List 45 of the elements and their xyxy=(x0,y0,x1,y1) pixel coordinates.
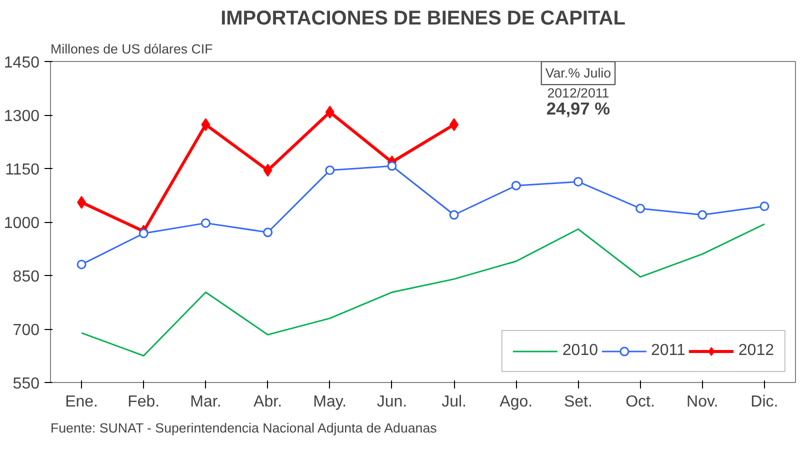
point xyxy=(636,204,646,214)
point xyxy=(449,210,459,220)
source-note: Fuente: SUNAT - Superintendencia Nacional Adjunta de Aduanas xyxy=(50,420,438,436)
y-tick-label: 550 xyxy=(12,376,40,392)
point xyxy=(698,210,708,220)
x-tick-label: Nov. xyxy=(686,394,718,410)
point xyxy=(263,228,273,238)
annotation: Var.% Julio xyxy=(545,66,612,81)
point xyxy=(511,180,521,190)
x-tick-label: Oct. xyxy=(626,394,655,410)
x-tick-label: Dic. xyxy=(750,394,778,410)
point xyxy=(387,161,397,171)
point xyxy=(325,166,335,176)
chart-title: IMPORTACIONES DE BIENES DE CAPITAL xyxy=(220,8,626,30)
x-tick-label: Ago. xyxy=(500,394,533,410)
legend-label: 2011 xyxy=(651,342,686,360)
x-tick-label: Feb. xyxy=(128,394,160,410)
annotation: 2012/2011 xyxy=(547,86,610,101)
x-tick-label: Jul. xyxy=(442,394,466,410)
y-axis-title: Millones de US dólares CIF xyxy=(50,42,213,56)
point xyxy=(138,228,148,238)
point xyxy=(200,218,210,228)
point xyxy=(325,106,334,119)
point xyxy=(201,118,210,132)
point xyxy=(760,202,770,212)
x-tick-label: Ene. xyxy=(65,394,98,410)
y-tick-label: 1150 xyxy=(5,162,40,178)
point xyxy=(263,164,272,177)
y-tick-label: 1000 xyxy=(4,215,40,232)
y-tick-label: 1300 xyxy=(4,108,40,125)
point xyxy=(76,260,86,270)
point xyxy=(573,176,583,186)
x-tick-label: Jun. xyxy=(376,394,408,410)
point xyxy=(450,118,459,132)
x-tick-label: Mar. xyxy=(190,394,222,410)
legend-label: 2010 xyxy=(562,342,598,360)
x-tick-label: Set. xyxy=(564,394,592,410)
x-tick-label: May. xyxy=(313,394,347,410)
y-tick-label: 1450 xyxy=(4,54,40,72)
annotation: 24,97 % xyxy=(546,98,610,119)
point xyxy=(77,196,86,209)
legend-label: 2012 xyxy=(738,342,774,360)
y-tick-label: 850 xyxy=(12,268,40,286)
x-tick-label: Abr. xyxy=(254,394,282,410)
y-tick-label: 700 xyxy=(12,322,40,339)
